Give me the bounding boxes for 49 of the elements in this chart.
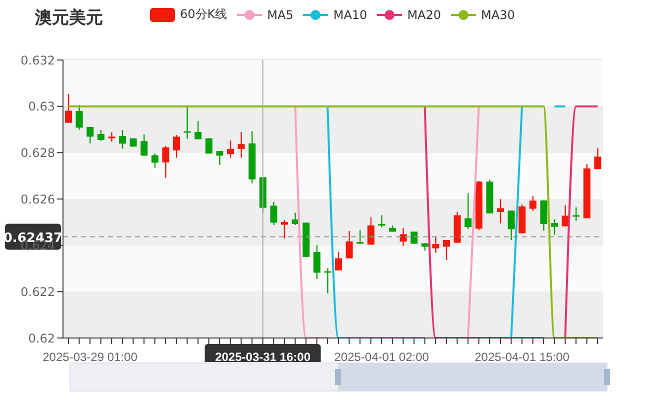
candlestick [140,134,148,156]
candlestick [162,145,170,178]
candlestick [238,131,245,158]
legend-label: MA20 [407,8,442,22]
candlestick [281,219,288,239]
chart-title: 澳元美元 [35,7,103,29]
candlestick [594,148,602,170]
candlestick [173,134,180,158]
candlestick [65,93,72,124]
y-tick-label: 0.62 [28,331,55,346]
y-tick-label: 0.628 [20,146,55,160]
candlestick [443,239,450,261]
candlestick [378,214,386,228]
candlestick [497,198,504,224]
candlestick [464,192,472,230]
candlestick [572,206,580,222]
candlestick [529,195,536,212]
y-tick-label: 0.632 [20,53,55,68]
candlestick [86,126,94,144]
candlestick [367,216,374,246]
candlestick [313,244,320,280]
candlestick [551,218,558,236]
y-tick-label: 0.626 [20,192,55,206]
y-tick-label: 0.63 [28,100,55,114]
candlestick [508,210,515,241]
candlestick [356,229,364,244]
legend-label: MA30 [481,8,515,22]
candlestick [400,227,407,246]
candlestick [227,140,234,158]
candlestick [540,200,548,232]
candlestick [270,201,278,226]
candlestick [119,129,126,150]
candlestick [151,152,158,168]
legend-label: MA5 [267,8,294,22]
candlestick [335,251,342,271]
candlestick [194,120,202,140]
x-tick-label: 2025-04-01 15:00 [474,350,570,364]
y-tick-label: 0.622 [20,284,55,299]
candlestick [76,104,83,130]
legend-label: MA10 [333,8,368,22]
candlestick [97,129,104,142]
candlestick [108,132,116,142]
x-tick-label: 2025-03-31 16:00 [215,350,311,364]
candlestick [432,236,440,254]
x-tick-label: 2025-04-01 02:00 [334,350,430,364]
x-tick-label: 2025-03-29 01:00 [42,350,138,364]
candlestick [346,230,353,259]
legend-label: 60分K线 [180,6,228,23]
candlestick [216,150,224,166]
